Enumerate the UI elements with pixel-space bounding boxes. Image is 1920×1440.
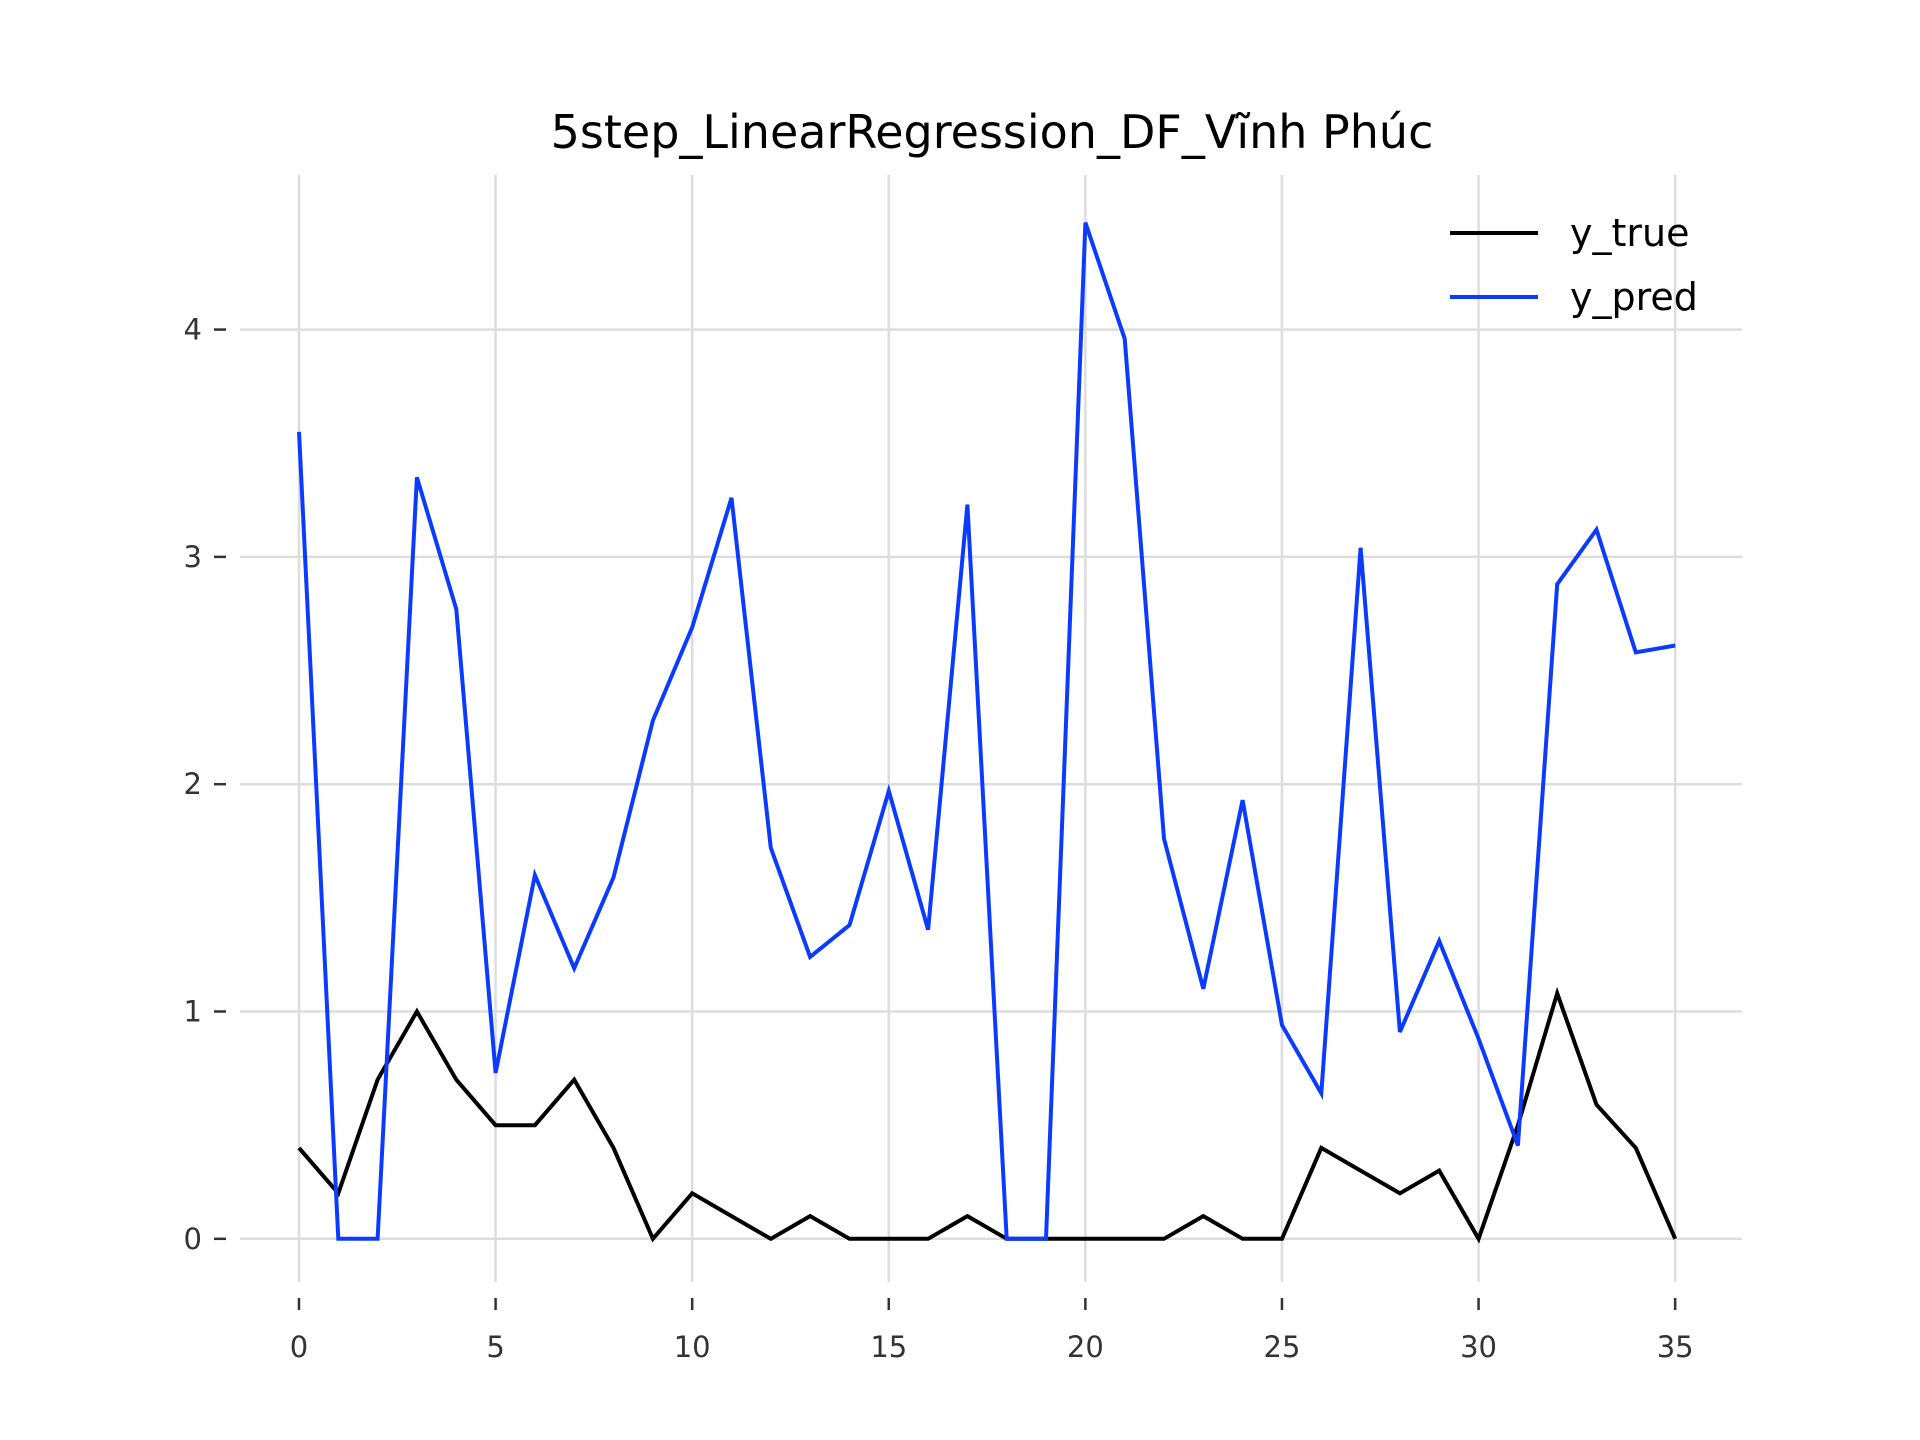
legend-label-y-pred: y_pred <box>1570 275 1698 319</box>
series-line-y-pred <box>297 222 1676 1241</box>
x-tick-label: 35 <box>1657 1330 1694 1364</box>
x-tick-label: 15 <box>870 1330 907 1364</box>
x-tick-label: 30 <box>1460 1330 1497 1364</box>
legend: y_true y_pred <box>1450 211 1698 319</box>
x-axis: 0 5 10 15 20 25 30 35 <box>290 1298 1694 1364</box>
x-tick-label: 20 <box>1067 1330 1104 1364</box>
series-layer <box>297 222 1678 1244</box>
chart-title: 5step_LinearRegression_DF_Vĩnh Phúc <box>551 105 1434 159</box>
x-tick-label: 0 <box>290 1330 308 1364</box>
legend-label-y-true: y_true <box>1570 211 1689 255</box>
grid <box>240 175 1742 1282</box>
y-tick-label: 2 <box>184 767 202 801</box>
y-tick-label: 4 <box>184 313 202 347</box>
y-axis: 0 1 2 3 4 <box>184 313 226 1256</box>
x-tick-label: 10 <box>674 1330 711 1364</box>
y-tick-label: 0 <box>184 1222 202 1256</box>
y-tick-label: 1 <box>184 995 202 1029</box>
x-tick-label: 5 <box>486 1330 504 1364</box>
x-tick-label: 25 <box>1264 1330 1301 1364</box>
y-tick-label: 3 <box>184 540 202 574</box>
series-line-y-true <box>297 986 1678 1244</box>
